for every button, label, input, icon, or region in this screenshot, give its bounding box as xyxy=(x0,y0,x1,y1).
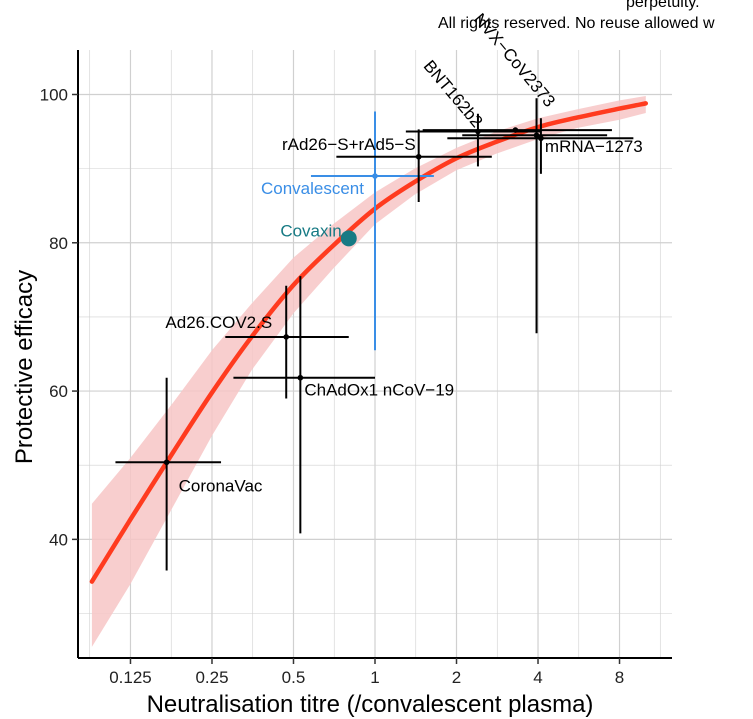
data-point-group xyxy=(447,118,634,174)
data-point xyxy=(533,132,540,139)
data-point xyxy=(538,135,544,142)
x-tick-label: 0.25 xyxy=(195,668,228,687)
data-point xyxy=(372,173,378,179)
axes: 0.125 0.25 0.5 1 2 4 8 40 60 80 100 xyxy=(40,50,672,687)
data-point-group xyxy=(310,111,434,351)
y-tick-label: 100 xyxy=(40,85,68,104)
point-label: Ad26.COV2.S xyxy=(165,313,272,332)
data-point xyxy=(415,153,422,160)
y-tick-label: 80 xyxy=(49,234,68,253)
point-label: ChAdOx1 nCoV−19 xyxy=(304,381,454,400)
fitted-curve-layer xyxy=(89,101,649,584)
fitted-curve xyxy=(89,101,649,584)
x-tick-label: 2 xyxy=(452,668,461,687)
y-axis-title: Protective efficacy xyxy=(11,270,38,464)
data-point-group xyxy=(225,285,349,399)
point-label: Convalescent xyxy=(261,179,364,198)
y-tick-label: 40 xyxy=(49,530,68,549)
point-labels: CoronaVac Ad26.COV2.S ChAdOx1 nCoV−19 Conva… xyxy=(165,10,642,496)
data-point-group xyxy=(422,127,612,133)
data-point-group xyxy=(336,129,492,202)
data-point xyxy=(297,374,304,381)
x-tick-label: 8 xyxy=(615,668,624,687)
x-tick-label: 4 xyxy=(533,668,542,687)
data-point-group xyxy=(115,377,222,571)
data-point xyxy=(512,127,519,133)
x-tick-label: 1 xyxy=(370,668,379,687)
point-label: NVX−CoV2373 xyxy=(470,10,559,111)
x-axis-title: Neutralisation titre (/convalescent plas… xyxy=(147,691,594,718)
point-label: rAd26−S+rAd5−S xyxy=(282,135,416,154)
data-point xyxy=(163,459,170,466)
notice-line-1: perpetuity. xyxy=(626,0,700,11)
point-label: mRNA−1273 xyxy=(545,137,643,156)
data-point-group xyxy=(405,113,541,167)
data-point xyxy=(283,334,290,340)
points-layer xyxy=(115,98,634,571)
data-point-group xyxy=(340,230,357,247)
data-point-group xyxy=(233,276,375,534)
confidence-band xyxy=(91,96,646,647)
notice-line-2: All rights reserved. No reuse allowed w xyxy=(438,15,715,32)
point-label: CoronaVac xyxy=(179,476,263,495)
x-tick-label: 0.5 xyxy=(282,668,306,687)
x-tick-label: 0.125 xyxy=(109,668,152,687)
y-tick-label: 60 xyxy=(49,382,68,401)
confidence-band-layer xyxy=(91,96,646,647)
point-label: Covaxin xyxy=(280,221,341,240)
data-point xyxy=(340,230,357,247)
data-point-group xyxy=(462,98,608,334)
